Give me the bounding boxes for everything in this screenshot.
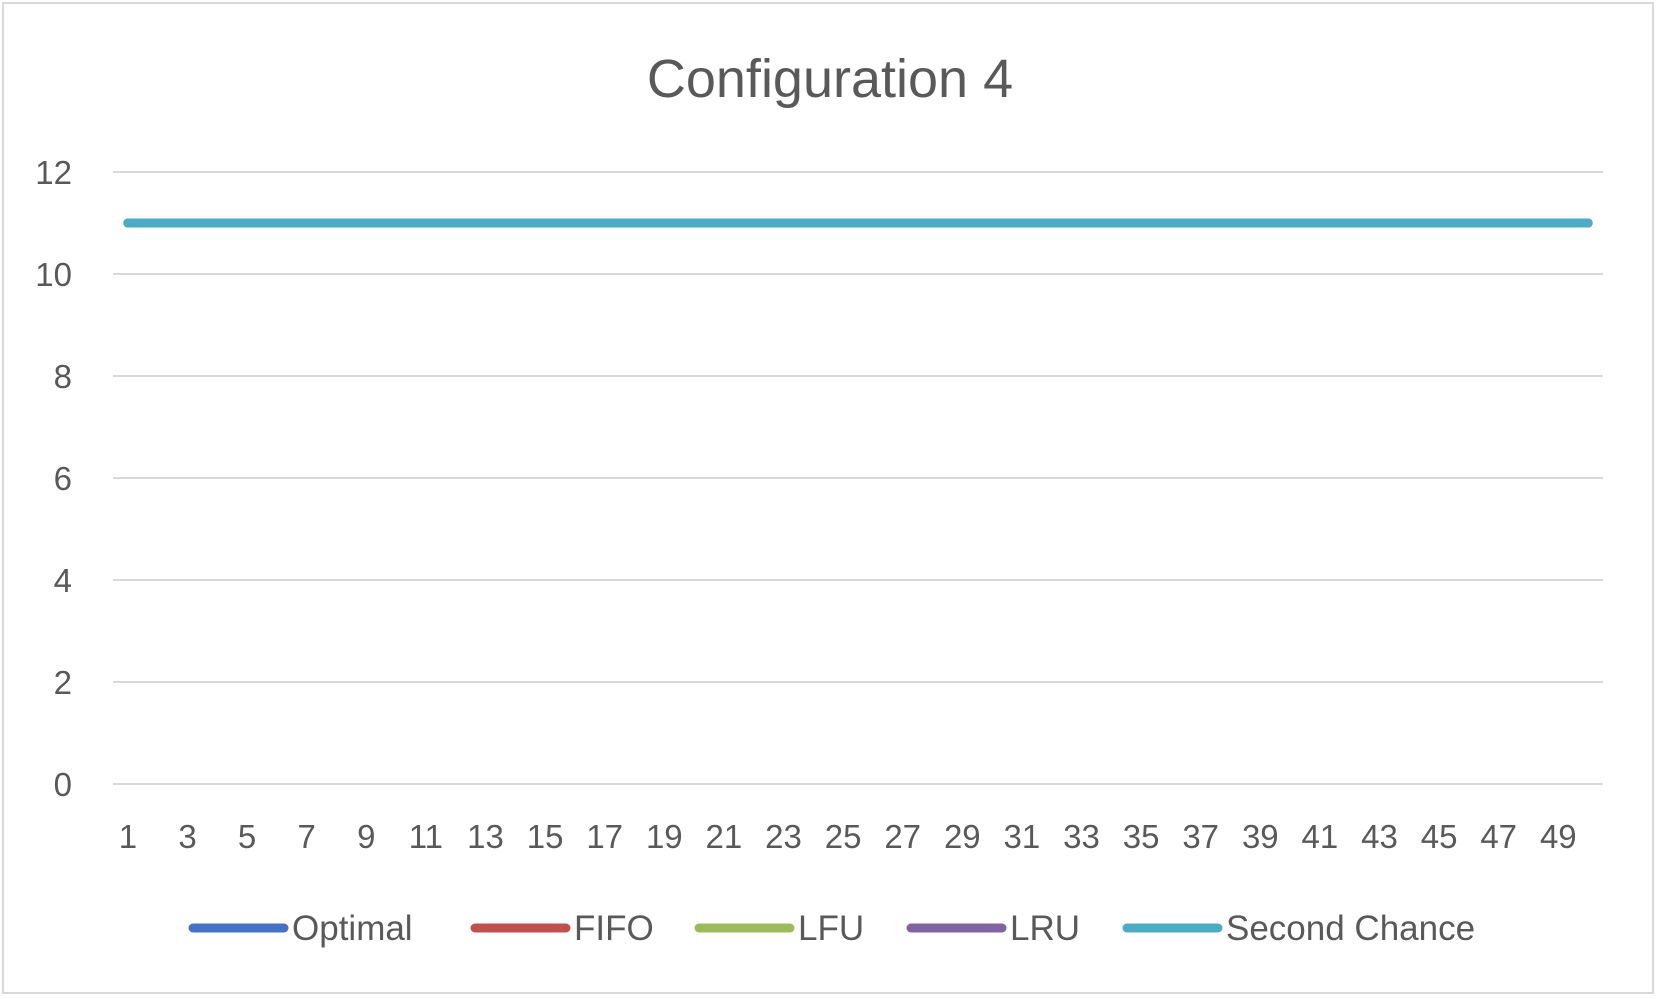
- x-tick-label: 47: [1480, 818, 1517, 855]
- x-tick-label: 1: [119, 818, 137, 855]
- y-tick-label: 10: [35, 256, 72, 293]
- x-tick-label: 15: [527, 818, 564, 855]
- legend-item: Optimal: [188, 909, 413, 948]
- x-tick-label: 23: [765, 818, 802, 855]
- x-tick-label: 45: [1421, 818, 1458, 855]
- legend-item: LFU: [694, 909, 864, 948]
- legend: Optimal FIFO LFU LRU Second Chance: [188, 909, 1475, 948]
- x-axis-ticks: 1 3 5 7 9 11 13 15 17 19 21 23 25 27 29 31 33 35 37 39 41 43 4…: [119, 818, 1577, 855]
- x-tick-label: 7: [298, 818, 316, 855]
- x-tick-label: 21: [706, 818, 743, 855]
- legend-label: Second Chance: [1226, 909, 1475, 948]
- y-tick-label: 4: [54, 562, 72, 599]
- y-tick-label: 12: [35, 154, 72, 191]
- x-tick-label: 3: [178, 818, 196, 855]
- y-tick-label: 2: [54, 664, 72, 701]
- legend-item: LRU: [906, 909, 1080, 948]
- x-tick-label: 39: [1242, 818, 1279, 855]
- chart-title: Configuration 4: [647, 49, 1013, 109]
- x-tick-label: 43: [1361, 818, 1398, 855]
- x-tick-label: 13: [467, 818, 504, 855]
- x-tick-label: 35: [1123, 818, 1160, 855]
- x-tick-label: 19: [646, 818, 683, 855]
- x-tick-label: 31: [1004, 818, 1041, 855]
- x-tick-label: 33: [1063, 818, 1100, 855]
- x-tick-label: 37: [1182, 818, 1219, 855]
- x-tick-label: 11: [409, 818, 443, 855]
- x-tick-label: 9: [357, 818, 375, 855]
- legend-item: FIFO: [470, 909, 654, 948]
- y-axis-ticks: 0 2 4 6 8 10 12: [35, 154, 72, 803]
- x-tick-label: 41: [1302, 818, 1339, 855]
- legend-label: LRU: [1010, 909, 1080, 948]
- legend-item: Second Chance: [1122, 909, 1475, 948]
- x-tick-label: 25: [825, 818, 862, 855]
- x-tick-label: 5: [238, 818, 256, 855]
- legend-label: FIFO: [574, 909, 654, 948]
- x-tick-label: 27: [884, 818, 921, 855]
- legend-label: LFU: [798, 909, 864, 948]
- y-tick-label: 6: [54, 460, 72, 497]
- legend-label: Optimal: [292, 909, 413, 948]
- y-tick-label: 0: [54, 766, 72, 803]
- y-tick-label: 8: [54, 358, 72, 395]
- x-tick-label: 29: [944, 818, 981, 855]
- x-tick-label: 17: [586, 818, 623, 855]
- gridlines: [113, 171, 1603, 785]
- x-tick-label: 49: [1540, 818, 1577, 855]
